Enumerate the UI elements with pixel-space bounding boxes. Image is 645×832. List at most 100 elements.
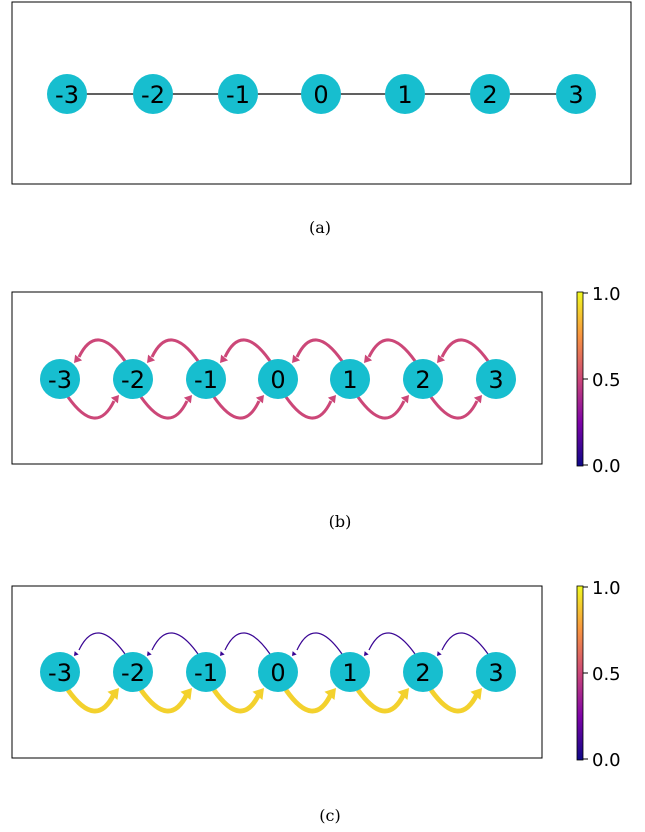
node-circle <box>40 652 80 692</box>
arrowhead <box>400 395 409 404</box>
node: 1 <box>330 652 370 692</box>
panel-c-frame <box>11 585 543 759</box>
panel-b-colorbar: 1.0 0.5 0.0 <box>576 284 621 477</box>
node-label: 3 <box>488 659 503 687</box>
node: -2 <box>113 359 153 399</box>
node: -3 <box>40 652 80 692</box>
node: -3 <box>47 74 87 114</box>
arrowhead <box>292 651 297 656</box>
node: 2 <box>470 74 510 114</box>
node: 3 <box>476 359 516 399</box>
arc-leftward <box>440 338 490 362</box>
node: 3 <box>476 652 516 692</box>
arrowhead <box>397 688 409 700</box>
arrowhead <box>183 395 192 404</box>
arc-leftward <box>150 338 200 362</box>
arrowhead <box>364 651 369 656</box>
panel-c-arcs <box>66 632 489 714</box>
node: 0 <box>301 74 341 114</box>
node-circle <box>476 359 516 399</box>
panel-c-caption: (c) <box>319 806 340 825</box>
arc-leftward <box>77 338 127 362</box>
colorbar-tick-label: 0.0 <box>592 750 621 771</box>
node: -1 <box>186 652 226 692</box>
arrowhead <box>220 651 225 656</box>
arc-rightward <box>66 396 116 420</box>
arrowhead <box>470 688 482 700</box>
arc-rightward <box>139 396 189 420</box>
node-circle <box>258 652 298 692</box>
panel-b-frame <box>11 291 543 465</box>
node-label: -3 <box>48 659 72 687</box>
panel-a-frame <box>11 1 632 185</box>
arrowhead <box>107 688 119 700</box>
colorbar-tick-label: 0.0 <box>592 456 621 477</box>
arrowhead <box>327 395 336 404</box>
arc-rightward <box>429 688 480 714</box>
arc-rightward <box>212 688 262 714</box>
node-circle <box>113 359 153 399</box>
node-circle <box>40 359 80 399</box>
node-label: 3 <box>488 366 503 394</box>
node-circle <box>470 74 510 114</box>
node-circle <box>258 359 298 399</box>
node-circle <box>385 74 425 114</box>
node-label: -1 <box>194 366 218 394</box>
node-label: -1 <box>194 659 218 687</box>
colorbar-tick-label: 0.5 <box>592 370 621 391</box>
arc-leftward <box>441 632 489 655</box>
node-label: -2 <box>121 659 145 687</box>
node: 0 <box>258 359 298 399</box>
node-circle <box>113 652 153 692</box>
arrowhead <box>437 651 442 656</box>
arrowhead <box>252 688 264 700</box>
arc-rightward <box>139 688 190 714</box>
panel-c-colorbar: 1.0 0.5 0.0 <box>576 578 621 771</box>
node: -2 <box>133 74 173 114</box>
arrowhead <box>147 651 152 656</box>
arrowhead <box>324 688 336 700</box>
arc-leftward <box>223 338 272 362</box>
arrowhead <box>74 651 79 656</box>
node: 0 <box>258 652 298 692</box>
colorbar-tick-label: 0.5 <box>592 664 621 685</box>
node-circle <box>330 652 370 692</box>
node: 3 <box>556 74 596 114</box>
panel-c-nodes: -3 -2 -1 0 1 2 3 <box>40 652 516 692</box>
arc-rightward <box>284 396 333 420</box>
node: -1 <box>218 74 258 114</box>
arrowhead <box>473 395 482 404</box>
arrowhead <box>147 354 156 363</box>
node: 1 <box>330 359 370 399</box>
node-circle <box>476 652 516 692</box>
arrowhead <box>292 354 301 363</box>
panel-b-arcs <box>66 338 490 420</box>
colorbar-tick-label: 1.0 <box>592 284 621 305</box>
node-label: -3 <box>55 81 79 109</box>
arrowhead <box>110 395 119 404</box>
arc-leftward <box>78 632 126 655</box>
colorbar-gradient <box>576 291 584 467</box>
panel-a-nodes: -3 -2 -1 0 1 2 3 <box>47 74 596 114</box>
node-label: 1 <box>342 659 357 687</box>
arc-rightward <box>66 688 117 714</box>
arrowhead <box>180 688 192 700</box>
arrowhead <box>437 354 446 363</box>
arc-leftward <box>224 632 271 655</box>
colorbar-tick-label: 1.0 <box>592 578 621 599</box>
node-label: -2 <box>141 81 165 109</box>
arc-leftward <box>151 632 199 655</box>
node-label: 3 <box>568 81 583 109</box>
node-circle <box>133 74 173 114</box>
node-circle <box>301 74 341 114</box>
node-circle <box>330 359 370 399</box>
node-label: 2 <box>415 659 430 687</box>
node: 1 <box>385 74 425 114</box>
node-circle <box>403 359 443 399</box>
panel-c: -3 -2 -1 0 1 2 3 1.0 0.5 0.0 (c) <box>11 578 621 825</box>
node: -3 <box>40 359 80 399</box>
node-label: -1 <box>226 81 250 109</box>
arrowhead <box>364 354 373 363</box>
node: 2 <box>403 359 443 399</box>
